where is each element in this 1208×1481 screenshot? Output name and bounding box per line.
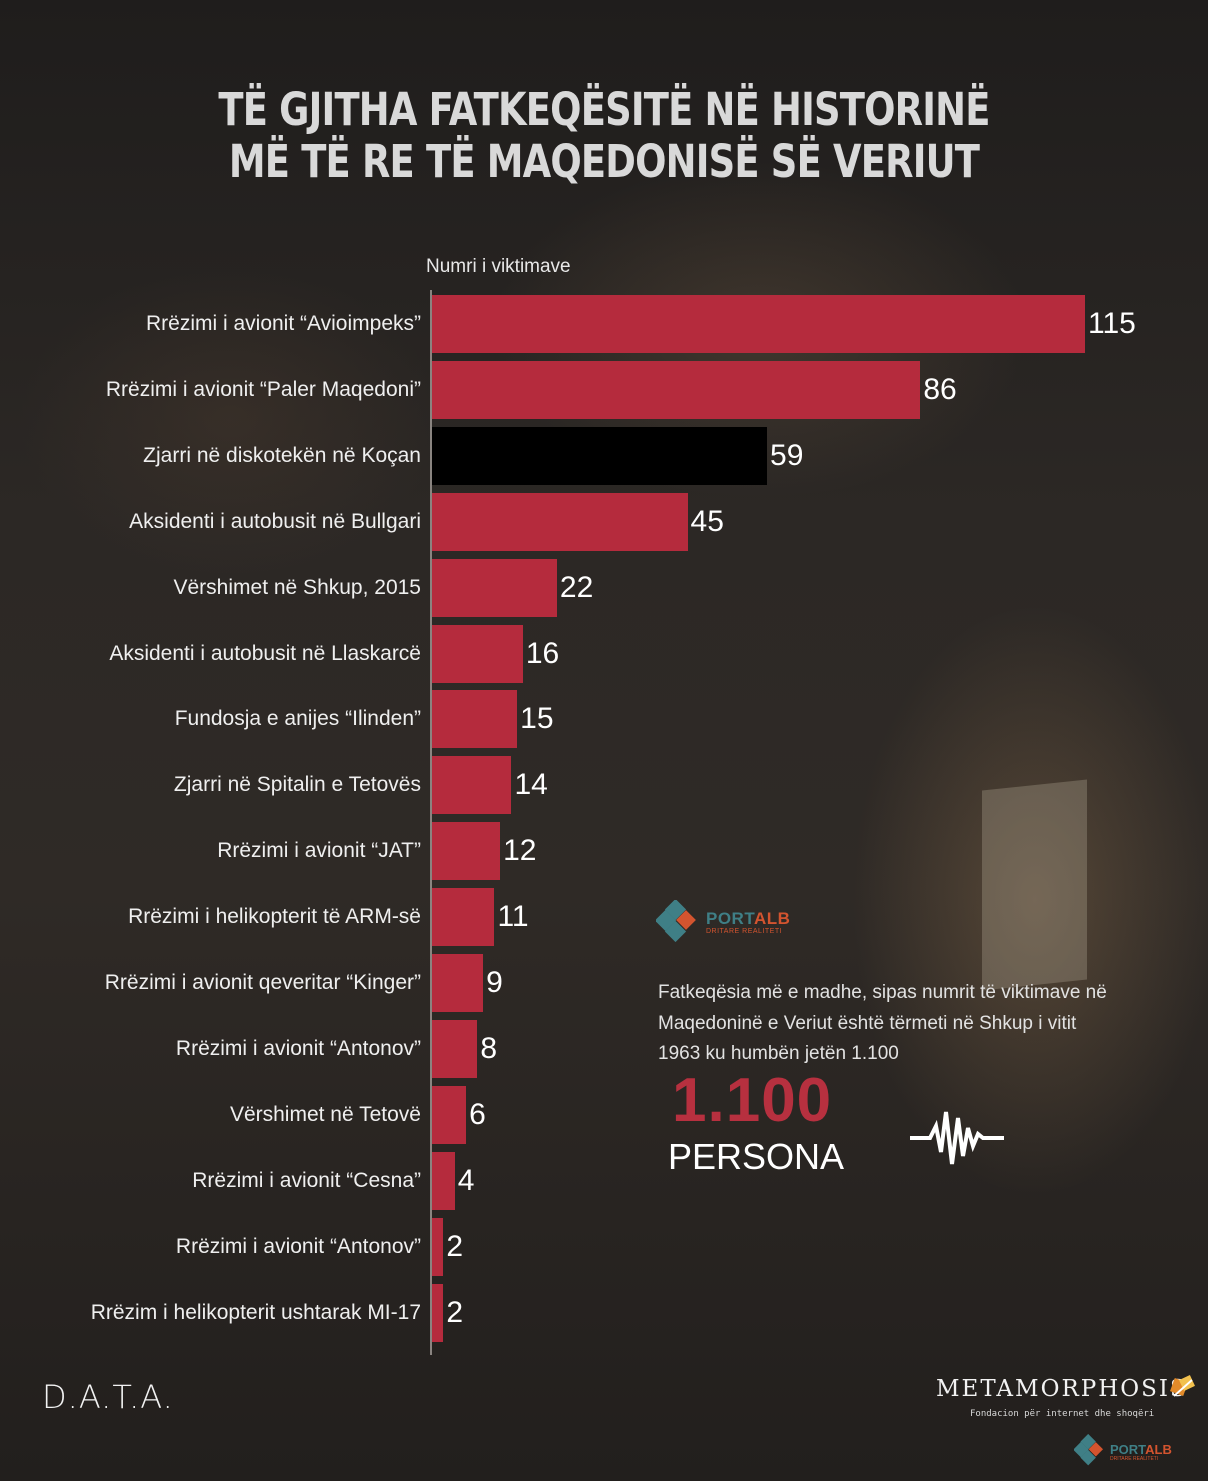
bar-label: Fundosja e anijes “Ilinden” [174, 707, 421, 731]
bar [432, 1151, 455, 1210]
portalb-tagline: DRITARE REALITETI [1110, 1456, 1159, 1462]
bar [432, 690, 518, 749]
portalb-text-port: PORT [1110, 1442, 1146, 1457]
bar [432, 1085, 467, 1144]
bar-label: Vërshimet në Tetovë [229, 1102, 421, 1126]
bar-label: Rrëzimi i avionit “Antonov” [175, 1036, 421, 1060]
chart-title: TË GJITHA FATKEQËSITË NË HISTORINË MË TË… [109, 84, 1100, 188]
title-line-1: TË GJITHA FATKEQËSITË NË HISTORINË [218, 83, 990, 136]
seismograph-icon [910, 1111, 1004, 1165]
portalb-text-alb: ALB [753, 909, 791, 928]
metamorphosis-logo: METAMORPHOSIS [936, 1376, 1188, 1402]
bar-label: Rrëzimi i avionit qeveritar “Kinger” [104, 971, 421, 994]
bar [432, 888, 495, 947]
bar-value-label: 22 [559, 570, 594, 604]
bar-label: Zjarri në diskotekën në Koçan [143, 443, 421, 467]
bar-value-label: 14 [514, 768, 548, 802]
data-logo: D.A.T.A. [42, 1378, 174, 1416]
bar [432, 1283, 444, 1342]
bar-label: Rrëzimi i avionit “Paler Maqedoni” [105, 377, 421, 401]
bar [432, 360, 921, 419]
bar [432, 426, 768, 485]
bar-value-label: 6 [469, 1097, 486, 1131]
bar-label: Rrëzimi i avionit “Cesna” [192, 1168, 421, 1192]
portalb-text-alb: ALB [1145, 1442, 1172, 1457]
bar-value-label: 2 [446, 1295, 464, 1329]
bar-value-label: 2 [446, 1229, 464, 1263]
bar-value-label: 86 [923, 372, 957, 406]
bar [432, 558, 557, 617]
bar-label: Aksidenti i autobusit në Bullgari [129, 509, 421, 533]
portalb-diamond-icon [654, 898, 696, 943]
big-number: 1.100 [672, 1066, 833, 1135]
metamorphosis-tagline: Fondacion për internet dhe shoqëri [970, 1409, 1155, 1419]
bar [432, 954, 484, 1012]
title-line-2: MË TË RE TË MAQEDONISË SË VERIUT [228, 135, 980, 188]
portalb-text-port: PORT [706, 909, 754, 928]
bar-label: Rrëzimi i helikopterit të ARM-së [128, 905, 421, 929]
bar [432, 1019, 478, 1078]
bar-value-label: 16 [525, 636, 560, 670]
bar-label: Zjarri në Spitalin e Tetovës [173, 773, 421, 797]
portalb-diamond-icon [1073, 1433, 1104, 1466]
bar-label: Aksidenti i autobusit në Llaskarcë [109, 641, 421, 665]
big-number-unit: PERSONA [668, 1136, 845, 1177]
bar-label: Rrëzimi i avionit “JAT” [217, 839, 421, 863]
bar-value-label: 12 [503, 834, 537, 868]
metamorphosis-butterfly-icon [1170, 1375, 1195, 1397]
bar-label: Rrëzimi i avionit “Avioimpeks” [145, 312, 421, 335]
portalb-logo-footer: PORTALB DRITARE REALITETI [1073, 1433, 1172, 1471]
y-axis-line [430, 290, 432, 1355]
bar [432, 492, 688, 551]
axis-label: Numri i viktimave [426, 256, 571, 277]
bar-value-label: 45 [690, 504, 724, 538]
bar [432, 624, 523, 683]
portalb-tagline: DRITARE REALITETI [706, 928, 783, 935]
bar [432, 756, 512, 815]
bar-value-label: 115 [1088, 307, 1136, 340]
bar-value-label: 59 [770, 438, 804, 472]
bar-value-label: 9 [486, 966, 503, 999]
bar-value-label: 11 [497, 900, 529, 934]
annotation-text: Fatkeqësia më e madhe, sipas numrit të v… [658, 982, 1107, 1064]
bar-value-label: 15 [520, 702, 554, 736]
bar [432, 295, 1085, 353]
portalb-logo: PORTALB DRITARE REALITETI [654, 898, 790, 947]
bar-label: Rrëzimi i avionit “Antonov” [175, 1234, 421, 1258]
bar-label: Rrëzim i helikopterit ushtarak MI-17 [90, 1300, 421, 1324]
bar [432, 822, 501, 881]
bar [432, 1217, 444, 1276]
bar-label: Vërshimet në Shkup, 2015 [173, 575, 422, 599]
bar-value-label: 4 [457, 1163, 475, 1197]
bar-value-label: 8 [480, 1031, 498, 1065]
